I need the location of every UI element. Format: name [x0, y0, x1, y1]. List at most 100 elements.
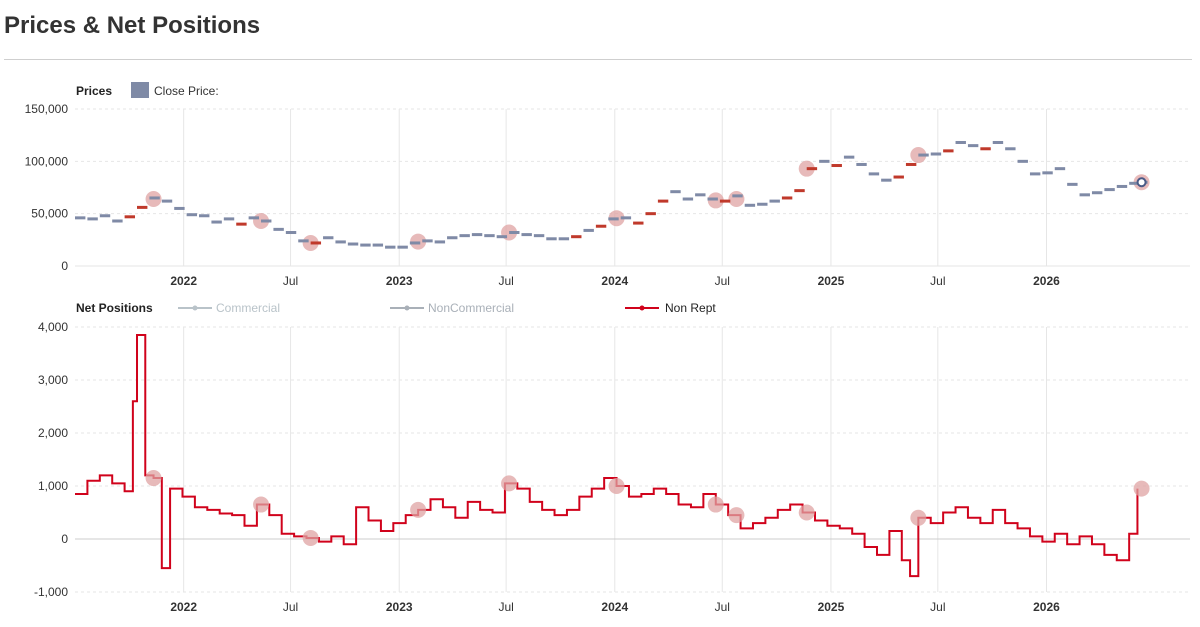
positions-highlight-markers: [145, 470, 1150, 546]
price-point: [546, 237, 557, 241]
price-point: [918, 153, 929, 157]
price-highlight-marker: [728, 191, 745, 208]
price-point: [397, 245, 408, 249]
positions-x-tick-label: 2025: [818, 600, 845, 614]
price-point: [335, 240, 346, 244]
price-point: [930, 152, 942, 156]
price-point: [484, 234, 495, 238]
price-point: [360, 243, 371, 247]
page-title: Prices & Net Positions: [4, 12, 261, 39]
positions-x-tick-label: 2023: [386, 600, 413, 614]
positions-legend-title: Net Positions: [76, 301, 153, 315]
price-point: [657, 199, 669, 203]
price-point: [794, 189, 805, 193]
price-point: [273, 227, 284, 231]
price-point: [608, 217, 619, 221]
prices-x-tick-label: 2026: [1033, 274, 1060, 288]
prices-x-tick-label: 2024: [601, 274, 628, 288]
price-point: [620, 216, 632, 220]
price-point: [732, 194, 743, 198]
price-point: [1017, 159, 1028, 163]
price-point: [633, 221, 644, 225]
price-point: [893, 175, 904, 179]
positions-x-tick-label: 2022: [170, 600, 197, 614]
price-point: [1029, 172, 1041, 176]
price-point: [509, 231, 520, 235]
prices-x-tick-label: Jul: [715, 274, 730, 288]
title-divider: [4, 59, 1192, 60]
prices-grid: [75, 108, 1190, 267]
price-point: [955, 140, 966, 144]
price-point: [199, 214, 210, 218]
positions-y-axis: -1,000 0 1,000 2,000 3,000 4,000: [34, 320, 68, 599]
prices-y-axis: 0 50,000 100,000 150,000: [25, 102, 69, 273]
price-point: [347, 242, 359, 246]
price-point: [769, 199, 780, 203]
price-point: [285, 231, 297, 235]
legend-item-noncommercial[interactable]: NonCommercial: [390, 301, 514, 315]
positions-highlight-marker: [253, 496, 270, 513]
legend-item-non-rept[interactable]: Non Rept: [625, 301, 716, 315]
price-point: [186, 213, 198, 217]
prices-y-tick-label: 100,000: [25, 154, 69, 168]
price-point: [980, 147, 991, 151]
positions-highlight-marker: [798, 504, 815, 521]
prices-y-tick-label: 150,000: [25, 102, 69, 116]
price-point: [1129, 181, 1140, 185]
positions-highlight-marker: [1133, 480, 1150, 497]
price-point: [1054, 167, 1066, 171]
price-point: [595, 224, 607, 228]
prices-x-tick-label: Jul: [283, 274, 298, 288]
price-point: [843, 155, 855, 159]
price-point: [868, 172, 880, 176]
positions-highlight-marker: [608, 478, 625, 494]
price-point: [149, 196, 160, 200]
price-point: [161, 199, 173, 203]
price-point: [645, 212, 656, 216]
price-point: [261, 219, 272, 223]
positions-y-tick-label: 4,000: [38, 320, 68, 334]
price-point: [682, 197, 694, 201]
price-point: [385, 245, 396, 249]
commercial-legend-label: Commercial: [216, 301, 280, 315]
commercial-legend-dot: [192, 305, 198, 311]
price-point: [521, 233, 532, 237]
price-point: [372, 243, 384, 247]
noncommercial-legend-dot: [404, 305, 410, 311]
price-point: [1079, 193, 1090, 197]
price-point: [806, 167, 818, 171]
positions-y-tick-label: 0: [61, 532, 68, 546]
positions-y-tick-label: 1,000: [38, 479, 68, 493]
close-price-legend-swatch[interactable]: [131, 82, 149, 98]
prices-x-tick-label: Jul: [930, 274, 945, 288]
price-point: [670, 190, 681, 194]
price-point: [310, 241, 322, 245]
price-point: [248, 216, 260, 220]
prices-y-tick-label: 50,000: [31, 207, 68, 221]
positions-y-tick-label: 2,000: [38, 426, 68, 440]
positions-highlight-marker: [302, 529, 319, 546]
close-price-legend-label[interactable]: Close Price:: [154, 84, 219, 98]
positions-highlight-marker: [910, 509, 927, 526]
price-point: [967, 144, 979, 148]
positions-x-tick-label: Jul: [715, 600, 730, 614]
price-point: [558, 237, 570, 241]
price-point: [496, 235, 508, 239]
positions-highlight-marker: [728, 507, 745, 524]
non-rept-series: [75, 333, 1139, 578]
price-point: [744, 203, 756, 207]
price-point: [707, 197, 718, 201]
price-point: [99, 214, 111, 218]
positions-highlight-marker: [145, 470, 162, 487]
non-rept-legend-dot: [639, 305, 645, 311]
legend-item-commercial[interactable]: Commercial: [178, 301, 280, 315]
price-point: [1091, 191, 1103, 195]
price-point: [905, 162, 917, 166]
prices-y-tick-label: 0: [61, 259, 68, 273]
positions-highlight-marker: [501, 475, 518, 492]
prices-x-tick-label: 2022: [170, 274, 197, 288]
price-point: [781, 196, 793, 200]
price-point: [211, 220, 222, 224]
non-rept-line: [75, 333, 1139, 578]
